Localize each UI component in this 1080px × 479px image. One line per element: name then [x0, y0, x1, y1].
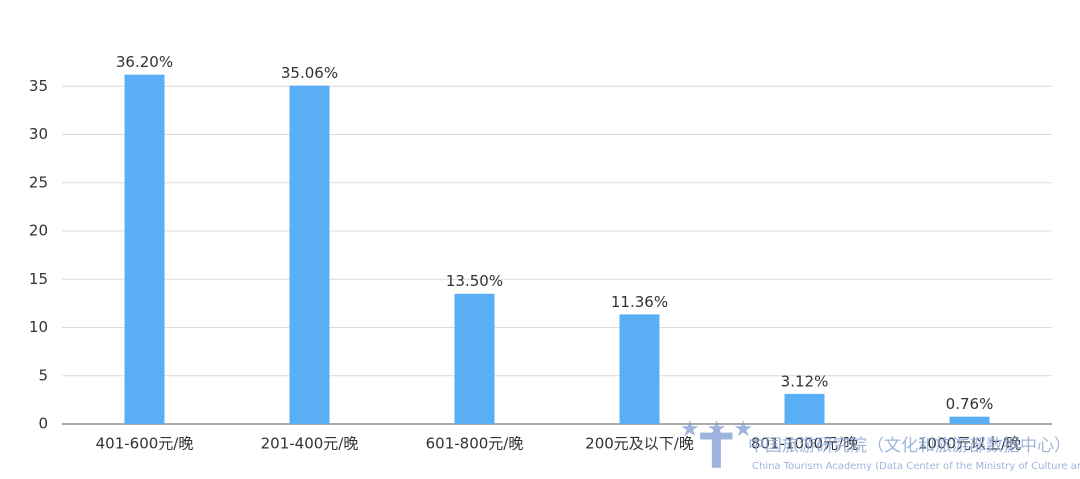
y-tick-label: 15	[29, 270, 48, 288]
bar	[949, 416, 990, 424]
x-tick-label: 200元及以下/晚	[585, 435, 694, 453]
y-tick-label: 25	[29, 173, 48, 191]
y-tick-label: 20	[29, 222, 48, 240]
value-label: 3.12%	[781, 372, 829, 390]
x-tick-label: 1000元以上/晚	[918, 435, 1021, 453]
value-label: 35.06%	[281, 64, 338, 82]
bar	[124, 74, 165, 425]
watermark-subtitle: China Tourism Academy (Data Center of th…	[752, 461, 1080, 472]
y-tick-label: 30	[29, 125, 48, 143]
value-label: 36.20%	[116, 53, 173, 71]
bar	[784, 393, 825, 424]
watermark: ★ ★ ★ T 中国旅游研究院（文化和旅游部数据中心） China Touris…	[680, 417, 1080, 479]
y-tick-label: 0	[38, 415, 48, 433]
value-label: 0.76%	[946, 395, 994, 413]
y-tick-label: 10	[29, 318, 48, 336]
y-tick-label: 35	[29, 77, 48, 95]
watermark-logo: T	[700, 424, 733, 479]
bar	[619, 314, 660, 424]
x-tick-label: 801-1000元/晚	[751, 435, 858, 453]
x-tick-label: 201-400元/晚	[261, 435, 359, 453]
bar	[454, 293, 495, 424]
x-tick-label: 601-800元/晚	[426, 435, 524, 453]
value-label: 13.50%	[446, 272, 503, 290]
y-tick-label: 5	[38, 366, 48, 384]
watermark-stars: ★ ★ ★	[680, 417, 753, 442]
watermark-title: 中国旅游研究院（文化和旅游部数据中心）	[748, 436, 1071, 456]
bar	[289, 85, 330, 425]
value-label: 11.36%	[611, 293, 668, 311]
x-tick-label: 401-600元/晚	[96, 435, 194, 453]
